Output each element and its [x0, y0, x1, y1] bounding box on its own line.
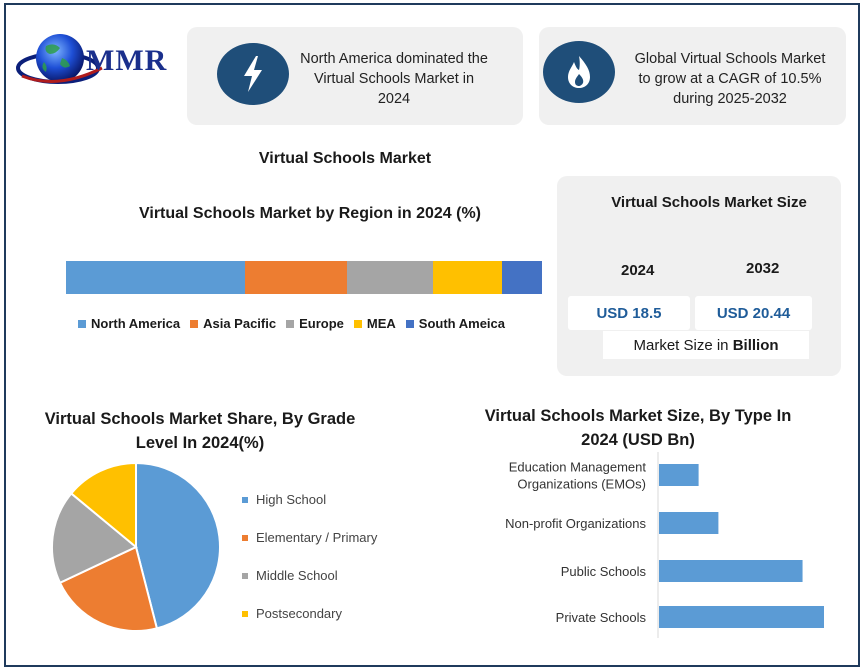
category-label: Non-profit Organizations — [505, 516, 646, 531]
region-segment-south-ameica — [501, 261, 542, 294]
region-legend: North America Asia Pacific Europe MEA South … — [78, 316, 515, 331]
lightning-bolt-icon — [244, 56, 262, 92]
category-label: Education Management — [509, 460, 647, 475]
legend-label: MEA — [366, 316, 396, 331]
legend-swatch — [242, 496, 248, 503]
legend-label: Asia Pacific — [203, 316, 277, 331]
type-bar-chart: Education Management Organizations (EMOs)… — [505, 452, 824, 638]
legend-label: Middle School — [256, 568, 338, 583]
year-2032: 2032 — [746, 260, 780, 277]
bar-non-profit-organizations — [659, 512, 719, 534]
bar-private-schools — [659, 606, 824, 628]
region-legend-item: MEA — [353, 316, 396, 331]
callout-north-america: North America dominated the Virtual Scho… — [187, 27, 523, 125]
unit-bold: Billion — [732, 336, 779, 354]
legend-label: High School — [256, 492, 327, 507]
market-size-title: Virtual Schools Market Size — [611, 194, 807, 211]
legend-swatch — [242, 572, 248, 579]
pie-legend-item: Postsecondary — [242, 604, 377, 623]
legend-swatch — [242, 534, 248, 541]
value-2024: USD 18.5 — [568, 296, 690, 330]
category-label: Organizations (EMOs) — [517, 477, 646, 492]
pie-slice-high-school — [135, 461, 221, 630]
region-legend-item: South Ameica — [405, 316, 505, 331]
legend-label: Europe — [299, 316, 344, 331]
pie-slice-middle-school — [51, 492, 138, 585]
legend-swatch — [242, 610, 248, 617]
legend-swatch — [353, 319, 362, 328]
region-segment-mea — [432, 261, 502, 294]
main-title: Virtual Schools Market — [258, 150, 432, 167]
bar-education-management-organizations-emos — [659, 464, 699, 486]
flame-icon — [568, 56, 590, 88]
grade-level-legend: High School Elementary / Primary Middle Sc… — [242, 490, 377, 642]
value-2032: USD 20.44 — [695, 296, 812, 330]
pie-legend-item: High School — [242, 490, 377, 509]
callout-text: Global Virtual Schools Market to grow at… — [634, 51, 826, 107]
grade-level-pie-chart — [51, 461, 221, 632]
callout-icon-circle — [543, 41, 615, 103]
pie-slice-elementary-primary — [58, 545, 159, 632]
callout-cagr: Global Virtual Schools Market to grow at… — [539, 27, 846, 125]
region-stacked-bar — [66, 261, 542, 294]
logo-text: MMR — [86, 44, 168, 77]
callout-text: North America dominated the Virtual Scho… — [300, 51, 488, 107]
year-2024: 2024 — [621, 262, 655, 279]
bar-public-schools — [659, 560, 803, 582]
region-chart-title: Virtual Schools Market by Region in 2024… — [138, 205, 481, 222]
market-size-unit: Market Size in Billion — [603, 331, 809, 359]
region-segment-europe — [346, 261, 433, 294]
pie-slice-postsecondary — [69, 461, 137, 550]
region-segment-north-america — [66, 261, 245, 294]
region-legend-item: Asia Pacific — [190, 316, 276, 331]
legend-swatch — [190, 319, 199, 328]
infographic-frame — [4, 3, 860, 667]
category-label: Private Schools — [556, 610, 647, 625]
pie-legend-item: Middle School — [242, 566, 377, 585]
pie-legend-item: Elementary / Primary — [242, 528, 377, 547]
unit-prefix: Market Size in — [633, 336, 733, 354]
region-segment-asia-pacific — [244, 261, 347, 294]
grade-level-chart-title: Virtual Schools Market Share, By Grade L… — [44, 410, 356, 452]
category-label: Public Schools — [561, 564, 647, 579]
region-legend-item: Europe — [286, 316, 344, 331]
legend-label: North America — [91, 316, 181, 331]
region-legend-item: North America — [78, 316, 180, 331]
legend-label: Postsecondary — [256, 606, 342, 621]
legend-swatch — [286, 319, 295, 328]
legend-label: Elementary / Primary — [256, 530, 378, 545]
legend-swatch — [405, 319, 414, 328]
type-chart-title: Virtual Schools Market Size, By Type In … — [484, 407, 792, 449]
callout-icon-circle — [217, 43, 289, 105]
legend-label: South Ameica — [418, 316, 505, 331]
legend-swatch — [78, 319, 86, 328]
market-size-panel: Virtual Schools Market Size 2024 2032 US… — [557, 176, 841, 376]
mmr-logo-globe-icon — [16, 34, 103, 84]
